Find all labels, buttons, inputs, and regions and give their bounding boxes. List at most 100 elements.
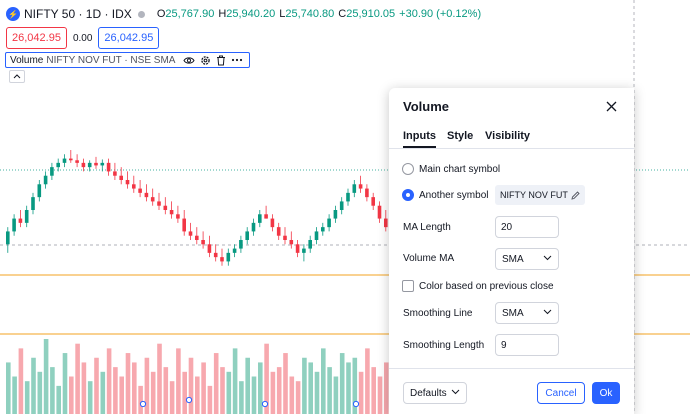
volume-bar <box>327 367 332 414</box>
event-marker-icon <box>261 400 269 408</box>
symbol-logo-icon: ⚡ <box>6 7 20 21</box>
candle-body <box>245 231 249 240</box>
candle-body <box>157 201 161 206</box>
candle-body <box>226 252 231 262</box>
candle-body <box>314 231 319 240</box>
eye-icon[interactable] <box>181 53 197 67</box>
candle-body <box>81 162 86 168</box>
volume-bar <box>50 367 55 414</box>
candle-body <box>163 205 168 210</box>
indicator-args: NIFTY NOV FUT · NSE SMA <box>46 54 176 66</box>
color-prev-close-label: Color based on previous close <box>419 281 554 292</box>
volume-bar <box>37 371 43 414</box>
candle-body <box>138 188 142 193</box>
color-prev-close-checkbox[interactable] <box>402 280 414 292</box>
smoothing-length-input[interactable]: 9 <box>495 334 559 356</box>
ok-button[interactable]: Ok <box>592 382 620 404</box>
candle-body <box>6 231 10 245</box>
candle-body <box>365 188 369 198</box>
symbol-title[interactable]: NIFTY 50 · 1D · IDX <box>24 7 132 21</box>
volume-ma-select[interactable]: SMA <box>495 248 559 270</box>
chevron-up-icon <box>13 74 21 79</box>
volume-bar <box>352 357 358 414</box>
volume-bar <box>358 371 364 414</box>
candle-body <box>50 167 54 176</box>
another-symbol-radio[interactable] <box>402 189 414 201</box>
tab-inputs[interactable]: Inputs <box>403 130 436 148</box>
candle-body <box>333 210 338 219</box>
volume-bar <box>339 353 345 414</box>
candle-body <box>106 162 111 172</box>
event-marker-icon <box>139 400 147 408</box>
volume-bar <box>289 376 295 414</box>
volume-bar <box>384 362 389 414</box>
volume-bar <box>308 362 313 414</box>
candle-body <box>75 160 79 163</box>
event-marker-icon <box>352 400 360 408</box>
volume-bar <box>100 371 106 414</box>
volume-bar <box>169 381 175 414</box>
candle-body <box>12 218 16 232</box>
ma-length-input[interactable]: 20 <box>495 216 559 238</box>
event-marker-icon <box>185 396 193 404</box>
tabs-divider <box>389 148 634 149</box>
indicator-legend[interactable]: Volume NIFTY NOV FUT · NSE SMA <box>5 52 251 68</box>
volume-bar <box>295 381 301 414</box>
pencil-icon[interactable] <box>571 190 580 200</box>
candle-body <box>346 192 350 202</box>
volume-bar <box>314 371 320 414</box>
tab-style[interactable]: Style <box>447 130 474 142</box>
dialog-title: Volume <box>403 99 449 114</box>
candle-body <box>31 197 35 210</box>
defaults-dropdown[interactable]: Defaults <box>403 382 467 404</box>
candle-body <box>264 214 268 219</box>
close-label: C <box>338 8 347 20</box>
volume-bar <box>106 348 112 414</box>
volume-bar <box>144 357 150 414</box>
volume-bar <box>62 353 68 414</box>
candle-body <box>295 244 300 253</box>
volume-bar <box>182 371 187 414</box>
symbol-field[interactable]: NIFTY NOV FUT <box>495 185 585 205</box>
candle-body <box>207 244 212 253</box>
candle-body <box>94 162 98 166</box>
candle-body <box>339 201 344 210</box>
close-icon[interactable] <box>602 97 620 115</box>
gear-icon[interactable] <box>197 53 213 67</box>
volume-bar <box>163 367 169 414</box>
candle-body <box>258 214 262 223</box>
smoothing-line-select[interactable]: SMA <box>495 302 559 324</box>
candle-body <box>87 162 92 168</box>
collapse-legend-button[interactable] <box>9 70 25 83</box>
candle-body <box>232 248 237 253</box>
more-icon[interactable] <box>229 53 245 67</box>
candle-body <box>62 158 67 163</box>
candle-body <box>182 218 186 232</box>
volume-bar <box>43 339 49 414</box>
volume-bar <box>113 367 118 414</box>
volume-bar <box>258 362 263 414</box>
buy-button[interactable]: 26,042.95 <box>98 27 160 49</box>
candle-body <box>251 222 256 232</box>
volume-bar <box>264 343 269 414</box>
volume-bar <box>220 367 225 414</box>
market-status-icon <box>137 10 145 18</box>
sell-button[interactable]: 26,042.95 <box>6 27 67 49</box>
trash-icon[interactable] <box>213 53 229 67</box>
candle-body <box>302 248 306 253</box>
candle-body <box>239 240 243 249</box>
volume-bar <box>346 362 351 414</box>
volume-bar <box>138 385 143 414</box>
chevron-down-icon <box>451 389 460 395</box>
indicator-settings-dialog: Volume Inputs Style Visibility Main char… <box>389 88 634 414</box>
tab-visibility[interactable]: Visibility <box>485 130 531 142</box>
main-chart-symbol-radio[interactable] <box>402 163 414 175</box>
footer-divider <box>389 368 634 369</box>
candle-body <box>220 257 224 262</box>
candle-body <box>144 192 149 198</box>
cancel-button[interactable]: Cancel <box>537 382 585 404</box>
volume-bar <box>94 357 99 414</box>
candle-body <box>270 218 275 228</box>
